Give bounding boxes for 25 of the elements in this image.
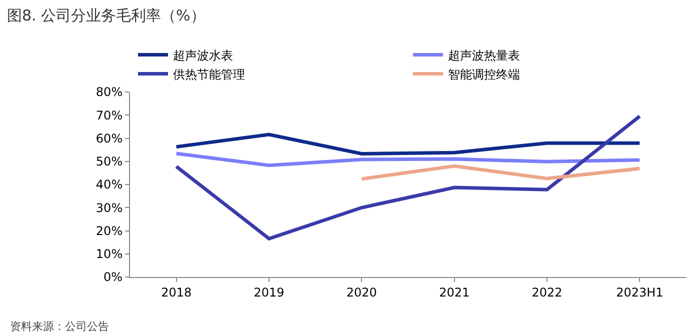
x-tick-label: 2022 bbox=[532, 285, 562, 300]
x-tick-label: 2023H1 bbox=[616, 285, 664, 300]
y-tick-label: 10% bbox=[96, 247, 123, 262]
y-tick-label: 0% bbox=[104, 270, 123, 284]
text: 资料来源：公司公告 bbox=[10, 320, 109, 333]
legend-label: 超声波热量表 bbox=[448, 48, 520, 62]
y-tick-label: 30% bbox=[96, 200, 123, 215]
legend-label: 智能调控终端 bbox=[448, 67, 520, 82]
y-tick-label: 60% bbox=[96, 131, 123, 146]
line-series bbox=[174, 114, 642, 240]
y-tick-label: 70% bbox=[96, 108, 123, 122]
y-tick-label: 20% bbox=[96, 224, 123, 238]
y-tick-label: 40% bbox=[96, 178, 123, 192]
legend-label: 供热节能管理 bbox=[173, 67, 245, 82]
y-tick-label: 80% bbox=[96, 85, 123, 100]
x-tick-label: 2021 bbox=[439, 285, 470, 300]
line-series bbox=[360, 164, 642, 181]
line-series bbox=[174, 132, 642, 156]
chart-title: 图8. 公司分业务毛利率（%） bbox=[6, 6, 206, 24]
x-tick-label: 2019 bbox=[254, 285, 284, 300]
y-tick-label: 50% bbox=[96, 154, 123, 169]
x-tick-label: 2018 bbox=[161, 285, 192, 300]
line-series bbox=[174, 152, 642, 168]
x-tick-label: 2020 bbox=[346, 285, 377, 300]
legend-label: 超声波水表 bbox=[173, 48, 233, 62]
